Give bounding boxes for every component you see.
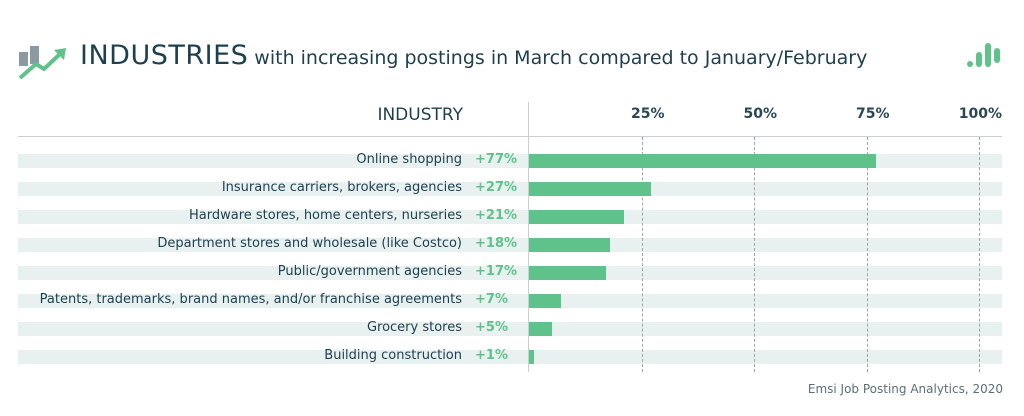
industry-growth-icon xyxy=(18,46,66,80)
row-background xyxy=(18,350,1002,364)
bar xyxy=(529,182,651,196)
column-header-industry: INDUSTRY xyxy=(377,105,463,125)
bar xyxy=(529,238,610,252)
gridline xyxy=(866,137,868,372)
value-label: +27% xyxy=(475,180,518,195)
gridline xyxy=(754,137,755,372)
x-tick-label: 50% xyxy=(743,106,777,122)
header-divider xyxy=(18,136,1002,137)
category-label: Online shopping xyxy=(356,152,462,167)
category-label: Building construction xyxy=(324,348,462,363)
x-tick-label: 75% xyxy=(855,106,890,122)
x-tick-label: 25% xyxy=(630,106,665,122)
category-label: Department stores and wholesale (like Co… xyxy=(157,236,462,251)
gridline xyxy=(979,137,980,372)
value-label: +7% xyxy=(475,292,508,307)
bar xyxy=(529,322,552,336)
bar xyxy=(529,266,606,280)
value-label: +1% xyxy=(475,348,508,363)
title-rest: with increasing postings in March compar… xyxy=(248,47,868,69)
row-background xyxy=(18,182,1002,196)
emsi-logo-icon xyxy=(967,43,1000,67)
bar xyxy=(529,154,876,168)
zero-axis-line xyxy=(528,102,529,372)
value-label: +5% xyxy=(475,320,508,335)
category-label: Public/government agencies xyxy=(277,264,462,279)
category-label: Hardware stores, home centers, nurseries xyxy=(189,208,462,223)
row-background xyxy=(18,266,1002,280)
chart-title: INDUSTRIES with increasing postings in M… xyxy=(80,40,867,71)
bar xyxy=(529,210,624,224)
gridline xyxy=(641,137,643,372)
value-label: +18% xyxy=(475,236,518,251)
bar xyxy=(529,350,534,364)
row-background xyxy=(18,238,1002,252)
bar xyxy=(529,294,561,308)
value-label: +21% xyxy=(475,208,518,223)
x-tick-label: 100% xyxy=(958,106,1002,122)
category-label: Grocery stores xyxy=(366,320,462,335)
category-label: Insurance carriers, brokers, agencies xyxy=(221,180,462,195)
row-background xyxy=(18,322,1002,336)
value-label: +17% xyxy=(475,264,518,279)
category-label: Patents, trademarks, brand names, and/or… xyxy=(39,292,462,307)
row-background xyxy=(18,210,1002,224)
title-bold: INDUSTRIES xyxy=(80,40,249,71)
value-label: +77% xyxy=(475,152,518,167)
row-background xyxy=(18,294,1002,308)
source-note: Emsi Job Posting Analytics, 2020 xyxy=(807,382,1003,396)
